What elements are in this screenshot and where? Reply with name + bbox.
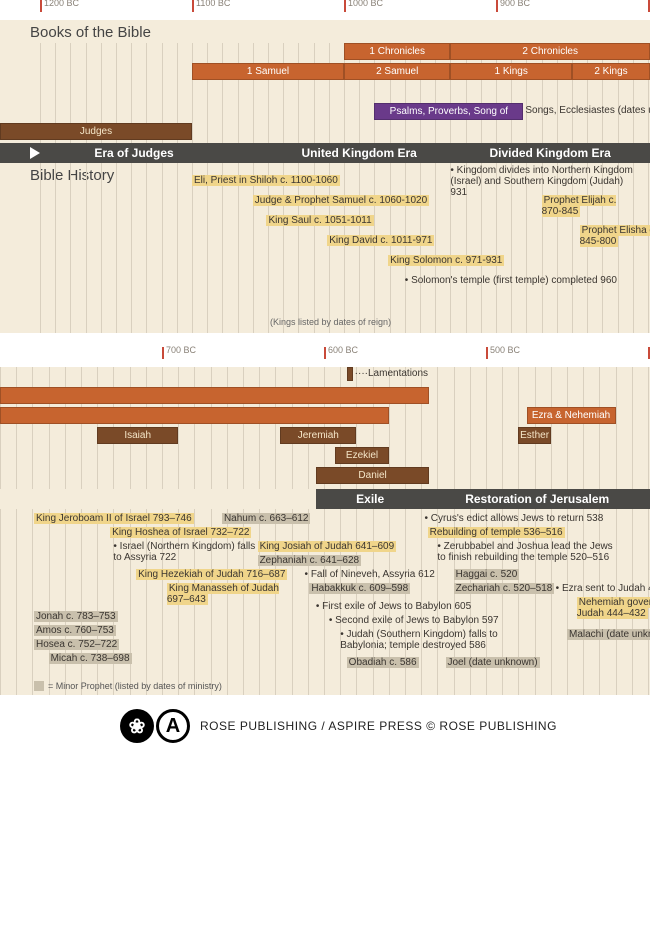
books-bars-area: ····Lamentations Ezra & Nehemiah Isaiah Je… [0,367,650,489]
history-item: King Hoshea of Israel 732–722 [110,527,251,538]
history-item: Amos c. 760–753 [34,625,116,636]
book-bar: 1 Kings [450,63,572,80]
tick-label: 1200 BC [44,0,79,8]
footer-text: ROSE PUBLISHING / ASPIRE PRESS © ROSE PU… [200,719,557,733]
book-bar: Psalms, Proverbs, Song of [374,103,523,120]
history-item: Habakkuk c. 609–598 [309,583,410,594]
book-bar: Isaiah [97,427,178,444]
era-header: Divided Kingdom Era [450,143,650,163]
history-item: King Solomon c. 971-931 [388,255,504,266]
history-item: King Jeroboam II of Israel 793–746 [34,513,194,524]
history-item: Solomon's temple (first temple) complete… [405,275,617,286]
book-bar: 1 Samuel [192,63,344,80]
tick-label: 1000 BC [348,0,383,8]
history-item: Judge & Prophet Samuel c. 1060-1020 [253,195,429,206]
history-item: Kingdom divides into Northern Kingdom (I… [450,165,640,198]
history-area: = Minor Prophet (listed by dates of mini… [0,509,650,695]
history-item: Micah c. 738–698 [49,653,132,664]
history-item: King Manasseh of Judah 697–643 [167,583,297,605]
history-item: Eli, Priest in Shiloh c. 1100-1060 [192,175,340,186]
section-title-books: Books of the Bible [0,20,650,43]
timeline-panel-2: 700 BC600 BC500 BC400 BC ····Lamentation… [0,347,650,695]
book-bar: Jeremiah [280,427,356,444]
legend-swatch [34,681,44,691]
tick-label: 900 BC [500,0,530,8]
footer: ❀ A ROSE PUBLISHING / ASPIRE PRESS © ROS… [0,695,650,763]
book-bar: Judges [0,123,192,140]
history-item: Obadiah c. 586 [347,657,419,668]
aspire-icon: A [156,709,190,743]
era-header: United Kingdom Era [268,143,450,163]
era-header-row: ExileRestoration of Jerusalem [0,489,650,509]
history-item: Rebuilding of temple 536–516 [428,527,565,538]
history-item: Cyrus's edict allows Jews to return 538 [424,513,603,524]
history-item: Jonah c. 783–753 [34,611,118,622]
rose-icon: ❀ [120,709,154,743]
history-item: Prophet Elijah c. 870-845 [542,195,632,217]
history-item: Hosea c. 752–722 [34,639,119,650]
kings-note: (Kings listed by dates of reign) [270,317,391,327]
legend-text: = Minor Prophet (listed by dates of mini… [48,681,222,691]
era-header-row: Era of JudgesUnited Kingdom EraDivided K… [0,143,650,163]
era-header: Exile [316,489,425,509]
book-bar: 2 Kings [572,63,650,80]
history-item: First exile of Jews to Babylon 605 [316,601,471,612]
history-item: Nehemiah governs Judah 444–432 [577,597,650,619]
books-bars-area: 1 Chronicles2 Chronicles 1 Samuel2 Samuel… [0,43,650,143]
lamentations-marker [347,367,353,381]
history-item: Ezra sent to Judah 457 [556,583,650,594]
bar-tail-text: Songs, Ecclesiastes (dates uncertain) [525,105,650,116]
history-item: Fall of Nineveh, Assyria 612 [305,569,435,580]
book-bar: Daniel [316,467,429,484]
book-bar: Esther [518,427,550,444]
history-item: King David c. 1011-971 [327,235,434,246]
book-bar: 2 Chronicles [450,43,650,60]
history-item: Zerubbabel and Joshua lead the Jews to f… [437,541,617,563]
tick-label: 500 BC [490,345,520,355]
book-bar: Ezra & Nehemiah [527,407,616,424]
history-item: Second exile of Jews to Babylon 597 [329,615,499,626]
history-item: King Saul c. 1051-1011 [266,215,373,226]
timeline-panel-1: 1200 BC1100 BC1000 BC900 BC800 BC Books … [0,0,650,333]
history-item: Nahum c. 663–612 [222,513,311,524]
history-item: Malachi (date unknown) [567,629,650,640]
minor-prophet-legend: = Minor Prophet (listed by dates of mini… [34,681,222,691]
history-item: Zephaniah c. 641–628 [258,555,362,566]
history-area: (Kings listed by dates of reign) Eli, Pr… [0,163,650,333]
history-item: Haggai c. 520 [454,569,520,580]
history-item: Prophet Elisha c. 845-800 [580,225,650,247]
publisher-logo: ❀ A [120,709,190,743]
book-bar [0,407,389,424]
tick-label: 700 BC [166,345,196,355]
tick-label: 600 BC [328,345,358,355]
lamentations-label: ····Lamentations [355,368,428,379]
tick-row: 700 BC600 BC500 BC400 BC [0,347,650,367]
history-item: King Josiah of Judah 641–609 [258,541,397,552]
book-bar: 1 Chronicles [344,43,450,60]
tick-row: 1200 BC1100 BC1000 BC900 BC800 BC [0,0,650,20]
play-icon [30,147,40,159]
book-bar: 2 Samuel [344,63,450,80]
tick-label: 1100 BC [196,0,230,8]
history-item: Joel (date unknown) [446,657,540,668]
era-header: Era of Judges [0,143,268,163]
history-item: Israel (Northern Kingdom) falls to Assyr… [113,541,263,563]
book-bar [0,387,429,404]
history-item: Zechariah c. 520–518 [454,583,555,594]
book-bar: Ezekiel [335,447,388,464]
history-item: King Hezekiah of Judah 716–687 [136,569,287,580]
history-item: Judah (Southern Kingdom) falls to Babylo… [340,629,510,651]
era-header: Restoration of Jerusalem [424,489,650,509]
